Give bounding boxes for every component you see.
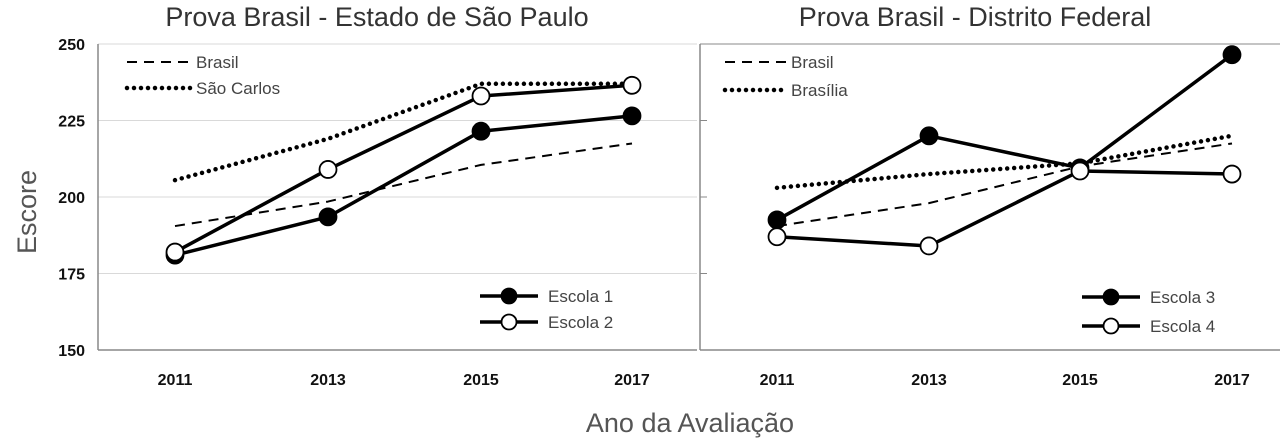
chart-panel-2: Prova Brasil - Distrito Federal 2011 2013 2… (699, 2, 1280, 389)
series-line (774, 133, 1235, 191)
x-tick-label: 2017 (614, 372, 650, 389)
legend-label: Brasil (196, 53, 239, 72)
x-axis-title: Ano da Avaliação (586, 408, 794, 438)
series-escola-1 (165, 106, 642, 265)
x-tick-label: 2017 (1214, 372, 1250, 389)
series-line (776, 53, 1234, 222)
series-line (776, 169, 1233, 248)
chart-title: Prova Brasil - Distrito Federal (799, 2, 1152, 32)
data-point (471, 121, 491, 141)
legend-label: Escola 3 (1150, 288, 1215, 307)
series-brasil (174, 142, 633, 228)
data-point (919, 126, 939, 146)
y-tick-label: 150 (58, 343, 85, 360)
legend-item: Brasil (127, 53, 239, 72)
data-point (471, 86, 491, 106)
chart-title: Prova Brasil - Estado de São Paulo (165, 2, 588, 32)
y-tick-label: 225 (58, 114, 85, 131)
series-escola-2 (165, 75, 642, 262)
legend-label: Brasília (791, 81, 848, 100)
data-point (1222, 45, 1242, 65)
data-point (318, 207, 338, 227)
legend-item: São Carlos (124, 79, 280, 98)
series-line (776, 142, 1233, 228)
legend-item: Escola 2 (480, 313, 613, 332)
series-line (174, 83, 633, 254)
legend-marker (500, 287, 518, 305)
series-line (172, 81, 635, 183)
data-point (767, 210, 787, 230)
y-tick-label: 175 (58, 267, 85, 284)
legend-item: Brasil (725, 53, 834, 72)
legend-label: Brasil (791, 53, 834, 72)
data-point (622, 75, 642, 95)
legend-label: Escola 2 (548, 313, 613, 332)
legend-item: Escola 3 (1082, 288, 1215, 307)
data-point (1222, 164, 1242, 184)
y-tick-label: 200 (58, 190, 85, 207)
series-bras-lia (774, 133, 1235, 191)
legend-item: Brasília (722, 81, 848, 100)
x-tick-label: 2015 (463, 372, 499, 389)
x-tick-label: 2013 (310, 372, 346, 389)
series-line (174, 142, 633, 228)
chart-panel-1: Prova Brasil - Estado de São Paulo 150 175… (58, 2, 697, 389)
x-tick-label: 2015 (1062, 372, 1098, 389)
data-point (919, 236, 939, 256)
legend-label: Escola 4 (1150, 317, 1215, 336)
legend-item: Escola 1 (480, 287, 613, 306)
series-line (174, 114, 633, 257)
legend-marker (1102, 317, 1120, 335)
data-point (767, 227, 787, 247)
legend-marker (1102, 288, 1120, 306)
data-point (622, 106, 642, 126)
legend-label: Escola 1 (548, 287, 613, 306)
data-point (1070, 161, 1090, 181)
x-tick-label: 2011 (158, 372, 193, 389)
y-axis-title: Escore (12, 170, 42, 254)
data-point (318, 160, 338, 179)
series-s-o-carlos (172, 81, 635, 183)
legend-item: Escola 4 (1082, 317, 1215, 336)
x-tick-label: 2013 (911, 372, 947, 389)
data-point (165, 242, 185, 262)
series-brasil (776, 142, 1233, 228)
y-tick-label: 250 (58, 37, 85, 54)
legend-marker (500, 313, 518, 331)
chart-panels: Prova Brasil - Estado de São Paulo 150 175… (58, 2, 1280, 389)
series-escola-4 (767, 161, 1242, 256)
series-escola-3 (767, 45, 1242, 230)
x-tick-label: 2011 (760, 372, 795, 389)
legend-label: São Carlos (196, 79, 280, 98)
